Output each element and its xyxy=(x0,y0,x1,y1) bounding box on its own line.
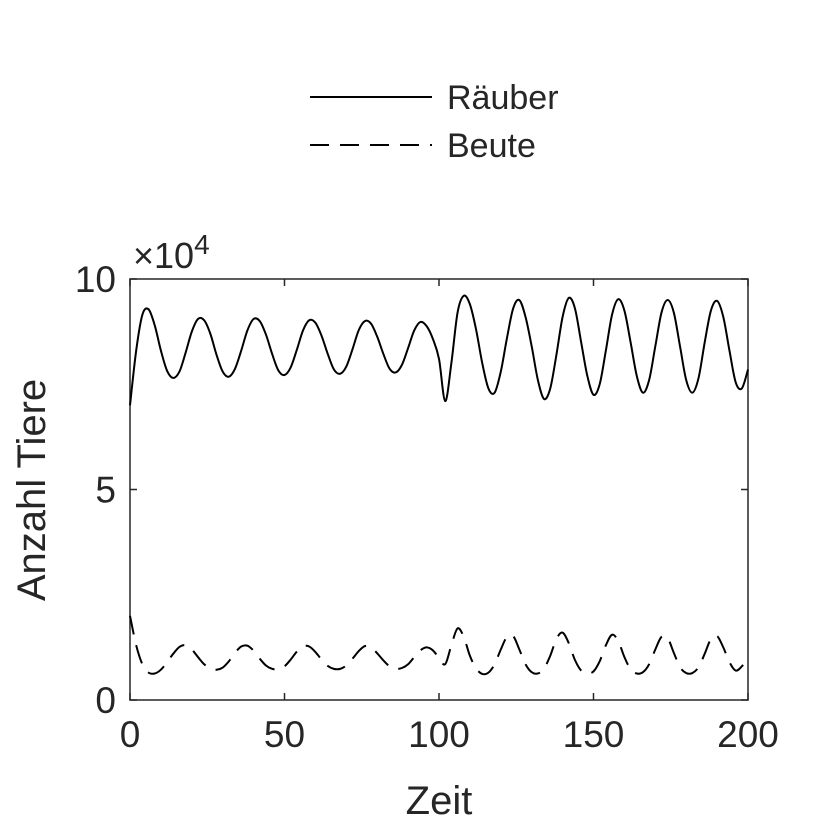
y-exponent-label: ×104 xyxy=(133,229,210,276)
x-axis-title: Zeit xyxy=(406,779,473,823)
x-tick-label: 100 xyxy=(408,714,470,755)
y-tick-label: 10 xyxy=(75,259,116,300)
series-line-beute xyxy=(129,615,749,676)
x-tick-label: 150 xyxy=(563,714,625,755)
series-layer xyxy=(129,294,749,676)
legend-label-beute: Beute xyxy=(447,127,536,165)
legend-label-rauber: Räuber xyxy=(447,79,559,117)
y-axis-title: Anzahl Tiere xyxy=(10,379,54,601)
legend: Räuber Beute xyxy=(310,79,559,165)
x-axis-ticks: 0 50 100 150 200 xyxy=(120,279,779,755)
y-tick-label: 5 xyxy=(95,470,116,511)
y-axis-ticks: 0 5 10 xyxy=(75,259,748,721)
x-tick-label: 0 xyxy=(120,714,141,755)
y-tick-label: 0 xyxy=(95,680,116,721)
x-tick-label: 200 xyxy=(717,714,779,755)
x-tick-label: 50 xyxy=(264,714,305,755)
series-line-rauber xyxy=(129,294,749,406)
y-exponent-base: ×10 xyxy=(133,235,194,276)
y-exponent-power: 4 xyxy=(194,229,210,260)
